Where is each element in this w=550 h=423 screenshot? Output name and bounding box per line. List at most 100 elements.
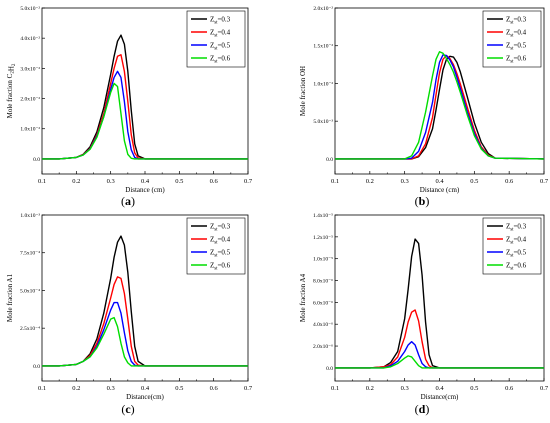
chart-panel-d: 0.1 0.2 0.3 0.4 0.5 0.6 0.7 0.0 2.0x10⁻⁶ 4.0x10⁻⁶… — [299, 213, 549, 416]
series-line-4 — [335, 355, 544, 369]
y-tick-label: 1.0x10⁻⁵ — [313, 257, 333, 263]
legend-label: Zst=0.4 — [210, 236, 231, 246]
series-line-4 — [42, 82, 248, 160]
x-tick-label: 0.3 — [107, 178, 115, 185]
x-tick-label: 0.5 — [470, 385, 478, 392]
legend-label: Zst=0.3 — [506, 16, 527, 26]
y-tick-label: 0.0 — [33, 157, 40, 163]
x-tick-label: 0.7 — [244, 385, 253, 392]
series-line-3 — [335, 340, 544, 369]
legend-label: Zst=0.6 — [210, 55, 231, 65]
x-axis-title: Distance(cm) — [421, 393, 459, 401]
y-tick-label: 3.0x10⁻² — [20, 66, 40, 72]
y-tick-label: 4.0x10⁻² — [20, 36, 40, 42]
y-tick-label: 5.0x10⁻⁴ — [20, 288, 40, 294]
chart-panel-a: 0.1 0.2 0.3 0.4 0.5 0.6 0.7 0.0 1.0x10⁻² 2.0x10⁻²… — [6, 6, 253, 208]
series-line-2 — [335, 54, 544, 160]
x-axis-title: Distance (cm) — [420, 186, 460, 194]
y-tick-label: 0.0 — [326, 366, 333, 372]
series-line-2 — [42, 54, 248, 160]
y-tick-label: 2.0x10⁻² — [20, 97, 40, 103]
legend-label: Zst=0.6 — [506, 55, 527, 65]
x-tick-label: 0.7 — [540, 385, 549, 392]
panel-letter: c — [125, 402, 131, 416]
x-tick-label: 0.4 — [141, 385, 150, 392]
x-tick-label: 0.1 — [38, 178, 46, 185]
x-tick-label: 0.6 — [210, 178, 219, 185]
y-tick-label: 0.0 — [33, 364, 40, 370]
x-tick-label: 0.3 — [107, 385, 115, 392]
series-line-1 — [335, 238, 544, 369]
y-tick-label: 8.0x10⁻⁶ — [313, 279, 333, 285]
panel-letter: b — [419, 194, 426, 208]
x-tick-label: 0.5 — [470, 178, 478, 185]
legend-label: Zst=0.4 — [506, 236, 527, 246]
y-tick-label: 1.4x10⁻⁵ — [313, 213, 333, 219]
panel-label: (c) — [121, 402, 134, 416]
x-tick-label: 0.2 — [72, 385, 80, 392]
x-tick-label: 0.7 — [540, 178, 549, 185]
chart-panel-b: 0.1 0.2 0.3 0.4 0.5 0.6 0.7 0.0 5.0x10⁻³ 1.0x10⁻²… — [299, 6, 549, 208]
panel-label: (b) — [415, 194, 430, 208]
legend-label: Zst=0.3 — [210, 223, 231, 233]
x-tick-label: 0.6 — [505, 178, 514, 185]
legend-label: Zst=0.5 — [506, 249, 527, 259]
legend-label: Zst=0.5 — [210, 249, 231, 259]
y-tick-label: 1.0x10⁻² — [20, 127, 40, 133]
legend-box — [186, 10, 246, 68]
x-tick-label: 0.6 — [505, 385, 514, 392]
panel-label: (a) — [121, 194, 135, 208]
legend-label: Zst=0.6 — [210, 262, 231, 272]
legend-label: Zst=0.5 — [506, 42, 527, 52]
series-line-3 — [42, 301, 248, 367]
x-tick-label: 0.1 — [38, 385, 46, 392]
y-tick-label: 2.0x10⁻⁶ — [313, 344, 333, 350]
x-tick-label: 0.4 — [141, 178, 150, 185]
y-tick-label: 4.0x10⁻⁶ — [313, 322, 333, 328]
series-line-2 — [335, 309, 544, 369]
x-tick-label: 0.1 — [331, 178, 339, 185]
panel-letter: a — [125, 194, 131, 208]
y-axis-title: Mole fraction A1 — [6, 273, 14, 322]
y-tick-label: 0.0 — [326, 157, 333, 163]
x-tick-label: 0.7 — [244, 178, 253, 185]
legend-label: Zst=0.3 — [506, 223, 527, 233]
x-tick-label: 0.5 — [175, 178, 183, 185]
series-line-3 — [42, 70, 248, 160]
y-tick-label: 2.5x10⁻⁴ — [20, 326, 40, 332]
series-line-4 — [335, 51, 544, 160]
x-tick-label: 0.4 — [435, 178, 444, 185]
y-tick-label: 7.5x10⁻⁴ — [20, 251, 40, 257]
y-tick-label: 1.0x10⁻³ — [20, 213, 40, 219]
x-tick-label: 0.2 — [366, 178, 374, 185]
y-tick-label: 2.0x10⁻² — [313, 6, 333, 12]
y-axis-title: Mole fraction OH — [299, 66, 307, 116]
x-tick-label: 0.1 — [331, 385, 339, 392]
legend-label: Zst=0.3 — [210, 16, 231, 26]
panel-label: (d) — [415, 402, 430, 416]
chart-panel-c: 0.1 0.2 0.3 0.4 0.5 0.6 0.7 0.0 2.5x10⁻⁴ 5.0x10⁻⁴… — [6, 213, 253, 416]
y-tick-label: 1.2x10⁻⁵ — [313, 235, 333, 241]
series-line-4 — [42, 316, 248, 367]
x-tick-label: 0.6 — [210, 385, 219, 392]
legend-label: Zst=0.4 — [210, 29, 231, 39]
x-tick-label: 0.4 — [435, 385, 444, 392]
y-axis-title: Mole fraction C2H2 — [6, 63, 17, 118]
x-tick-label: 0.3 — [401, 178, 409, 185]
y-tick-label: 5.0x10⁻² — [20, 6, 40, 12]
y-tick-label: 6.0x10⁻⁶ — [313, 300, 333, 306]
x-tick-label: 0.5 — [175, 385, 183, 392]
legend-label: Zst=0.6 — [506, 262, 527, 272]
y-tick-label: 5.0x10⁻³ — [313, 119, 333, 125]
x-tick-label: 0.3 — [401, 385, 409, 392]
x-tick-label: 0.2 — [72, 178, 80, 185]
legend-label: Zst=0.4 — [506, 29, 527, 39]
x-tick-label: 0.2 — [366, 385, 374, 392]
y-tick-label: 1.5x10⁻² — [313, 44, 333, 50]
panel-letter: d — [419, 402, 426, 416]
x-axis-title: Distance (cm) — [125, 186, 165, 194]
y-axis-title: Mole fraction A4 — [299, 273, 307, 322]
y-tick-label: 1.0x10⁻² — [313, 81, 333, 87]
series-line-2 — [42, 276, 248, 367]
